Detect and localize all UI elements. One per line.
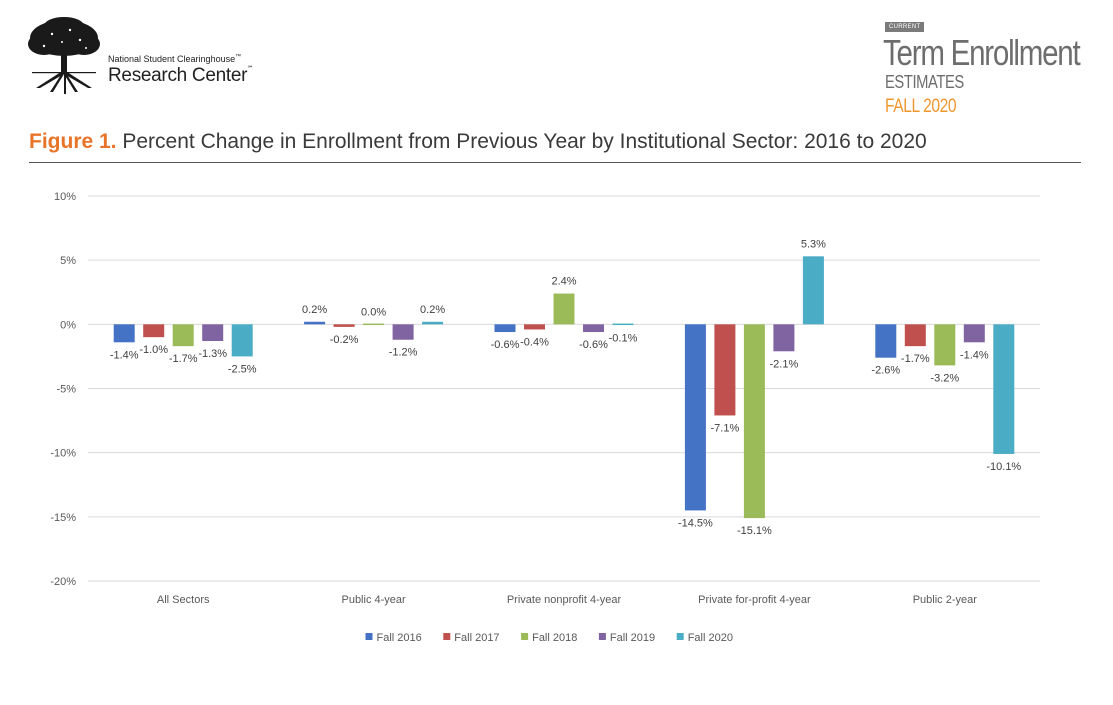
data-label: -1.2% [389, 347, 418, 359]
figure-heading: Figure 1. Percent Change in Enrollment f… [29, 130, 927, 154]
data-label: -1.7% [901, 353, 930, 365]
data-label: -7.1% [711, 422, 740, 434]
data-label: -0.1% [609, 333, 638, 345]
legend-label: Fall 2020 [688, 632, 733, 644]
data-label: -0.4% [520, 336, 549, 348]
data-label: -1.7% [169, 353, 198, 365]
bar [113, 324, 135, 343]
report-branding: CURRENT Term Enrollment ESTIMATES FALL 2… [879, 22, 1081, 122]
legend-label: Fall 2016 [377, 632, 422, 644]
legend-label: Fall 2017 [454, 632, 499, 644]
data-label: 2.4% [551, 276, 576, 288]
legend-swatch [676, 633, 684, 640]
bar [684, 324, 706, 511]
data-label: -2.1% [770, 358, 799, 370]
data-label: -0.6% [579, 339, 608, 351]
figure-number: Figure 1. [29, 130, 117, 153]
legend-label: Fall 2019 [610, 632, 655, 644]
heading-divider [29, 162, 1081, 163]
bar [494, 324, 516, 333]
bar [963, 324, 985, 343]
x-tick-label: Private for-profit 4-year [698, 594, 811, 606]
legend-swatch [443, 633, 451, 640]
data-label: 0.2% [420, 304, 445, 316]
bar [333, 324, 355, 327]
bar [304, 321, 326, 325]
y-tick-label: 0% [60, 319, 76, 331]
bar [583, 324, 604, 333]
figure-title: Percent Change in Enrollment from Previo… [122, 130, 927, 153]
y-tick-label: -5% [56, 384, 76, 396]
data-label: -10.1% [986, 461, 1021, 473]
data-label: -15.1% [737, 525, 772, 537]
bar [172, 324, 194, 347]
bar [363, 323, 385, 326]
data-label: -1.4% [960, 349, 989, 361]
x-tick-label: Public 4-year [341, 594, 406, 606]
bar [422, 321, 444, 325]
data-label: 0.2% [302, 304, 327, 316]
bar [524, 324, 545, 330]
data-label: -0.6% [491, 339, 520, 351]
data-label: -1.4% [110, 349, 139, 361]
data-label: -3.2% [930, 372, 959, 384]
bar [714, 324, 736, 416]
y-tick-label: -10% [50, 448, 76, 460]
data-label: -2.5% [228, 363, 257, 375]
tree-icon [28, 17, 100, 94]
bar [773, 324, 795, 352]
legend-label: Fall 2018 [532, 632, 577, 644]
bar [202, 324, 224, 342]
bar [143, 324, 165, 338]
bar [802, 256, 824, 325]
data-label: -1.0% [139, 344, 168, 356]
x-tick-label: All Sectors [157, 594, 210, 606]
logo: National Student Clearinghouse™ Research… [22, 16, 272, 96]
y-tick-label: 10% [54, 191, 76, 203]
legend-swatch [365, 633, 373, 640]
bar [993, 324, 1015, 454]
report-title: Term Enrollment [883, 32, 1081, 73]
data-label: -14.5% [678, 517, 713, 529]
org-name-line1: National Student Clearinghouse™ [108, 54, 242, 64]
legend-swatch [521, 633, 529, 640]
y-tick-label: -15% [50, 512, 76, 524]
data-label: -0.2% [330, 334, 359, 346]
bar [743, 324, 765, 519]
legend-swatch [598, 633, 606, 640]
bar [934, 324, 956, 366]
data-label: -2.6% [871, 365, 900, 377]
data-label: 5.3% [801, 238, 826, 250]
data-label: -1.3% [198, 348, 227, 360]
bar [553, 293, 575, 325]
report-term: FALL 2020 [885, 96, 957, 117]
x-tick-label: Public 2-year [913, 594, 978, 606]
org-name-line2: Research Center℠ [108, 65, 253, 86]
x-tick-label: Private nonprofit 4-year [507, 594, 622, 606]
y-tick-label: 5% [60, 255, 76, 267]
bar [904, 324, 926, 347]
bar [875, 324, 897, 358]
y-tick-label: -20% [50, 576, 76, 588]
bar [612, 323, 634, 326]
data-label: 0.0% [361, 306, 386, 318]
bar [231, 324, 253, 357]
report-subtitle: ESTIMATES [885, 72, 964, 92]
report-badge: CURRENT [885, 22, 925, 32]
bar [392, 324, 414, 340]
